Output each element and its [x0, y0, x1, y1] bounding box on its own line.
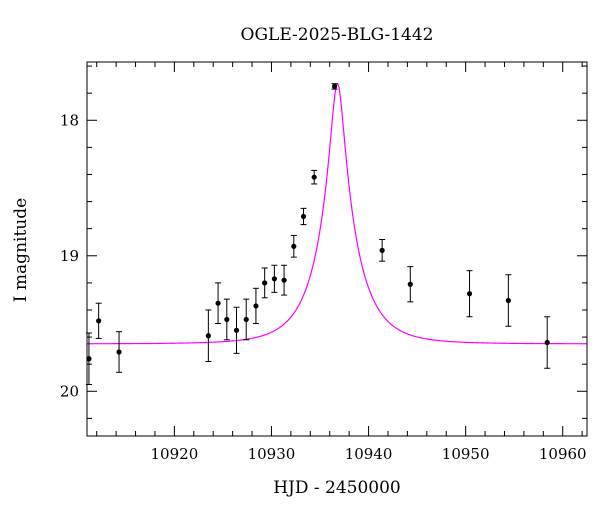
- data-marker: [281, 277, 287, 283]
- data-point: [290, 234, 297, 258]
- data-point: [407, 266, 414, 303]
- data-point: [271, 264, 278, 293]
- data-marker: [262, 280, 268, 286]
- data-point: [505, 274, 512, 327]
- data-point: [95, 302, 102, 339]
- x-tick-label: 10950: [442, 445, 490, 463]
- data-marker: [233, 327, 240, 333]
- x-tick-label: 10930: [248, 445, 296, 463]
- y-tick-label: 20: [60, 382, 79, 400]
- plot-frame: [86, 61, 588, 437]
- y-tick-label: 18: [60, 111, 79, 129]
- data-point: [233, 306, 240, 354]
- y-tick-labels: 18 19 20: [60, 111, 79, 400]
- x-tick-label: 10960: [539, 445, 587, 463]
- data-marker: [291, 243, 297, 249]
- data-marker: [407, 281, 413, 287]
- data-marker: [466, 291, 473, 297]
- data-points: [85, 83, 551, 386]
- data-point: [205, 309, 212, 362]
- data-marker: [271, 276, 277, 282]
- data-marker: [544, 339, 550, 346]
- data-marker: [205, 333, 211, 339]
- y-axis-label: I magnitude: [11, 198, 31, 302]
- x-tick-label: 10940: [345, 445, 393, 463]
- data-point: [223, 298, 230, 341]
- data-marker: [253, 303, 259, 309]
- data-point: [116, 331, 123, 373]
- data-marker: [379, 247, 385, 253]
- chart-title: OGLE-2025-BLG-1442: [241, 25, 434, 45]
- data-marker: [311, 174, 317, 180]
- data-marker: [300, 213, 307, 220]
- data-point: [544, 316, 551, 369]
- data-marker: [96, 318, 102, 324]
- data-point: [311, 169, 318, 185]
- x-tick-labels: 10920 10930 10940 10950 10960: [151, 445, 587, 463]
- tick-group: [87, 62, 587, 436]
- data-marker: [224, 316, 230, 323]
- data-point: [215, 282, 222, 325]
- x-tick-label: 10920: [151, 445, 199, 463]
- data-point: [261, 267, 268, 299]
- data-point: [85, 332, 92, 386]
- model-curve: [87, 83, 588, 345]
- data-marker: [215, 300, 221, 306]
- y-tick-label: 19: [60, 247, 79, 265]
- data-point: [243, 298, 250, 341]
- data-marker: [116, 349, 122, 355]
- data-point: [281, 264, 288, 296]
- data-point: [300, 207, 307, 226]
- data-point: [466, 270, 473, 318]
- data-marker: [505, 297, 511, 304]
- data-point: [252, 287, 259, 325]
- data-point: [379, 239, 386, 262]
- data-marker: [331, 83, 338, 89]
- data-marker: [86, 356, 92, 362]
- data-point: [331, 83, 338, 90]
- data-marker: [243, 316, 249, 323]
- x-axis-label: HJD - 2450000: [273, 478, 401, 498]
